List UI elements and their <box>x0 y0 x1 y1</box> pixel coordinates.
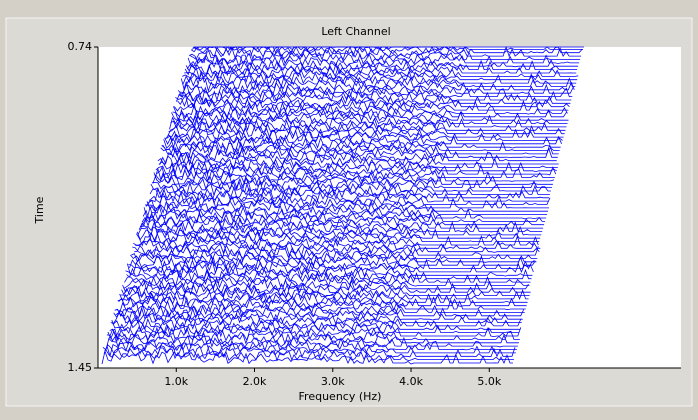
spectrum-trace <box>161 145 558 160</box>
spectrum-trace <box>101 349 513 365</box>
spectrum-trace <box>130 252 536 267</box>
spectrum-trace <box>118 292 527 308</box>
spectrum-trace <box>133 242 539 258</box>
spectrum-trace <box>108 326 520 342</box>
spectrum-trace <box>142 208 546 224</box>
spectrum-trace <box>121 284 530 298</box>
spectrum-trace <box>103 344 516 359</box>
x-tick-label: 2.0k <box>243 375 267 388</box>
y-axis-label: Time <box>33 196 46 224</box>
x-tick-label: 3.0k <box>321 375 345 388</box>
spectrum-trace <box>163 137 560 153</box>
spectrum-trace <box>154 167 555 183</box>
spectrum-trace <box>140 216 544 230</box>
spectrum-trace <box>105 336 517 352</box>
spectrum-trace <box>138 221 542 237</box>
spectrum-trace <box>132 245 538 261</box>
spectrum-trace <box>184 64 579 79</box>
spectrum-trace <box>117 296 526 312</box>
spectrum-trace <box>168 121 565 136</box>
spectrum-trace <box>167 124 564 139</box>
spectrum-trace <box>122 279 531 295</box>
spectrum-trace <box>131 249 537 264</box>
spectrum-trace <box>176 93 570 109</box>
spectrum-trace <box>126 266 532 281</box>
spectrum-trace <box>115 302 525 318</box>
spectrum-trace <box>135 232 539 247</box>
spectrum-trace <box>102 347 514 362</box>
spectrum-trace <box>180 81 574 95</box>
chart-title: Left Channel <box>321 25 390 38</box>
spectrum-trace <box>156 161 557 177</box>
spectrum-trace <box>180 76 575 93</box>
spectrum-trace <box>187 52 579 69</box>
spectrum-trace <box>152 174 552 190</box>
x-axis-label: Frequency (Hz) <box>299 390 382 403</box>
spectrum-trace <box>145 200 548 214</box>
spectrum-trace <box>141 213 545 228</box>
waterfall <box>101 45 584 365</box>
spectrum-trace <box>140 218 543 234</box>
x-tick-label: 4.0k <box>399 375 423 388</box>
spectrum-trace <box>170 115 567 129</box>
spectrum-trace <box>148 186 548 204</box>
spectrum-trace <box>177 90 571 106</box>
spectrum-trace <box>172 107 569 123</box>
spectrum-trace <box>111 317 520 331</box>
spectrum-trace <box>110 319 519 335</box>
x-tick-label: 5.0k <box>477 375 501 388</box>
spectrum-trace <box>136 228 540 244</box>
spectrum-trace <box>125 269 531 284</box>
spectrum-trace <box>165 130 562 146</box>
spectrum-trace <box>124 273 530 288</box>
spectrum-trace <box>158 154 558 170</box>
spectrum-trace <box>151 178 551 193</box>
spectrum-trace <box>129 256 535 271</box>
spectrum-trace <box>135 236 541 250</box>
x-tick-label: 1.0k <box>164 375 188 388</box>
spectrum-trace <box>174 101 568 116</box>
y-tick-label: 0.74 <box>68 40 93 53</box>
spectrum-trace <box>159 151 559 166</box>
spectrum-trace <box>145 201 548 217</box>
spectrum-trace <box>186 56 578 72</box>
spectrum-trace <box>134 238 540 254</box>
spectrum-trace <box>107 330 519 345</box>
spectrum-trace <box>147 190 551 207</box>
spectrum-trace <box>175 96 569 113</box>
spectrum-trace <box>171 111 568 125</box>
spectrum-trace <box>104 341 516 355</box>
y-tick-label: 1.45 <box>68 361 93 374</box>
spectrum-trace <box>169 116 566 133</box>
spectrum-trace <box>155 164 555 180</box>
spectrum-trace <box>192 46 583 51</box>
spectrum-trace <box>173 102 567 119</box>
spectrum-trace <box>182 70 577 86</box>
